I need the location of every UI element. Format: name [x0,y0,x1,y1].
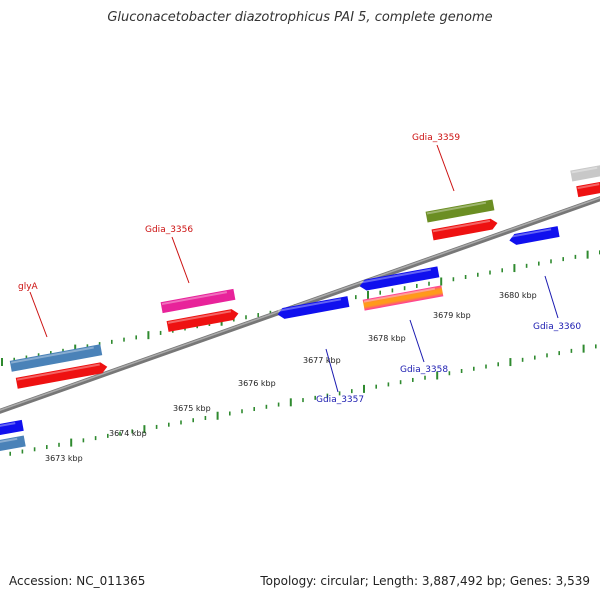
scale-tick-label: 3673 kbp [45,454,83,463]
gene-label: Gdia_3356 [145,225,193,235]
Gdia_3357-leader [325,348,339,393]
accession-label: Accession: NC_011365 [9,574,146,588]
left-edge-cds-shape [0,419,24,436]
next-gene-shape [570,164,600,182]
label-leader-lines [29,144,559,393]
glyA-gene-gloss [10,346,94,364]
left-edge-gene-gloss [0,437,18,445]
scale-tick-label: 3676 kbp [238,379,276,388]
Gdia_3359-gene [425,199,495,223]
Gdia_3358-cds-top [359,266,440,291]
next-gene-gloss [571,166,598,174]
Gdia_3358-gene [362,285,444,311]
Gdia_3360-cds-shape [509,226,560,245]
map-title: Gluconacetobacter diazotrophicus PAI 5, … [107,10,493,25]
gene-label: Gdia_3360 [533,322,581,332]
Gdia_3356-cds [166,309,239,332]
Gdia_3359-cds-shape [431,218,498,241]
gene-label: glyA [18,282,39,292]
gene-label: Gdia_3358 [400,365,448,375]
backbone-highlight [0,196,600,412]
glyA-cds [15,362,108,389]
genome-backbone [0,196,600,414]
left-edge-gene [0,435,26,453]
Gdia_3358-cds-top-shape [359,266,440,291]
gene-label: Gdia_3359 [412,133,460,143]
glyA-cds-gloss [16,363,100,381]
Gdia_3358-gene-gloss [363,287,436,303]
glyA-cds-shape [15,362,108,389]
Gdia_3360-cds [509,226,560,245]
Gdia_3356-gene [160,288,236,314]
Gdia_3358-gene-shape [362,285,444,311]
next-cds-gloss [577,183,600,190]
Gdia_3357-cds-shape [277,296,350,319]
Gdia_3359-cds [431,218,498,241]
next-gene [570,164,600,182]
Gdia_3359-leader [436,144,455,192]
scale-tick-label: 3679 kbp [433,311,471,320]
next-cds-shape [576,181,600,198]
Gdia_3360-cds-gloss [509,228,552,238]
Gdia_3356-gene-shape [160,288,236,314]
Gdia_3359-gene-shape [425,199,495,223]
Gdia_3358-leader [409,319,425,363]
glyA-leader [29,291,48,338]
Gdia_3359-cds-gloss [432,219,491,233]
Gdia_3356-cds-gloss [167,310,232,324]
gene-label: Gdia_3357 [316,395,364,405]
Gdia_3356-gene-gloss [161,291,228,306]
next-cds [576,181,600,198]
left-edge-cds [0,419,24,436]
tick-marks [1,250,600,456]
Gdia_3357-cds [277,296,350,319]
scale-tick-label: 3677 kbp [303,356,341,365]
glyA-gene-shape [9,344,103,372]
scale-tick-label: 3675 kbp [173,404,211,413]
labels: 3673 kbp 3674 kbp 3675 kbp 3676 kbp 3677 kbp… [18,133,581,463]
Gdia_3358-cds-top-gloss [359,268,432,284]
Gdia_3356-leader [171,236,190,284]
scale-tick-label: 3674 kbp [109,429,147,438]
Gdia_3360-leader [544,275,559,319]
gene-features [0,164,600,453]
scale-tick-label: 3680 kbp [499,291,537,300]
Gdia_3359-gene-gloss [426,201,487,215]
Gdia_3357-cds-gloss [277,298,342,312]
glyA-gene [9,344,103,372]
scale-tick-label: 3678 kbp [368,334,406,343]
left-edge-gene-shape [0,435,26,453]
left-edge-cds-gloss [0,422,16,429]
Gdia_3356-cds-shape [166,309,239,332]
genome-summary: Topology: circular; Length: 3,887,492 bp… [260,574,590,588]
